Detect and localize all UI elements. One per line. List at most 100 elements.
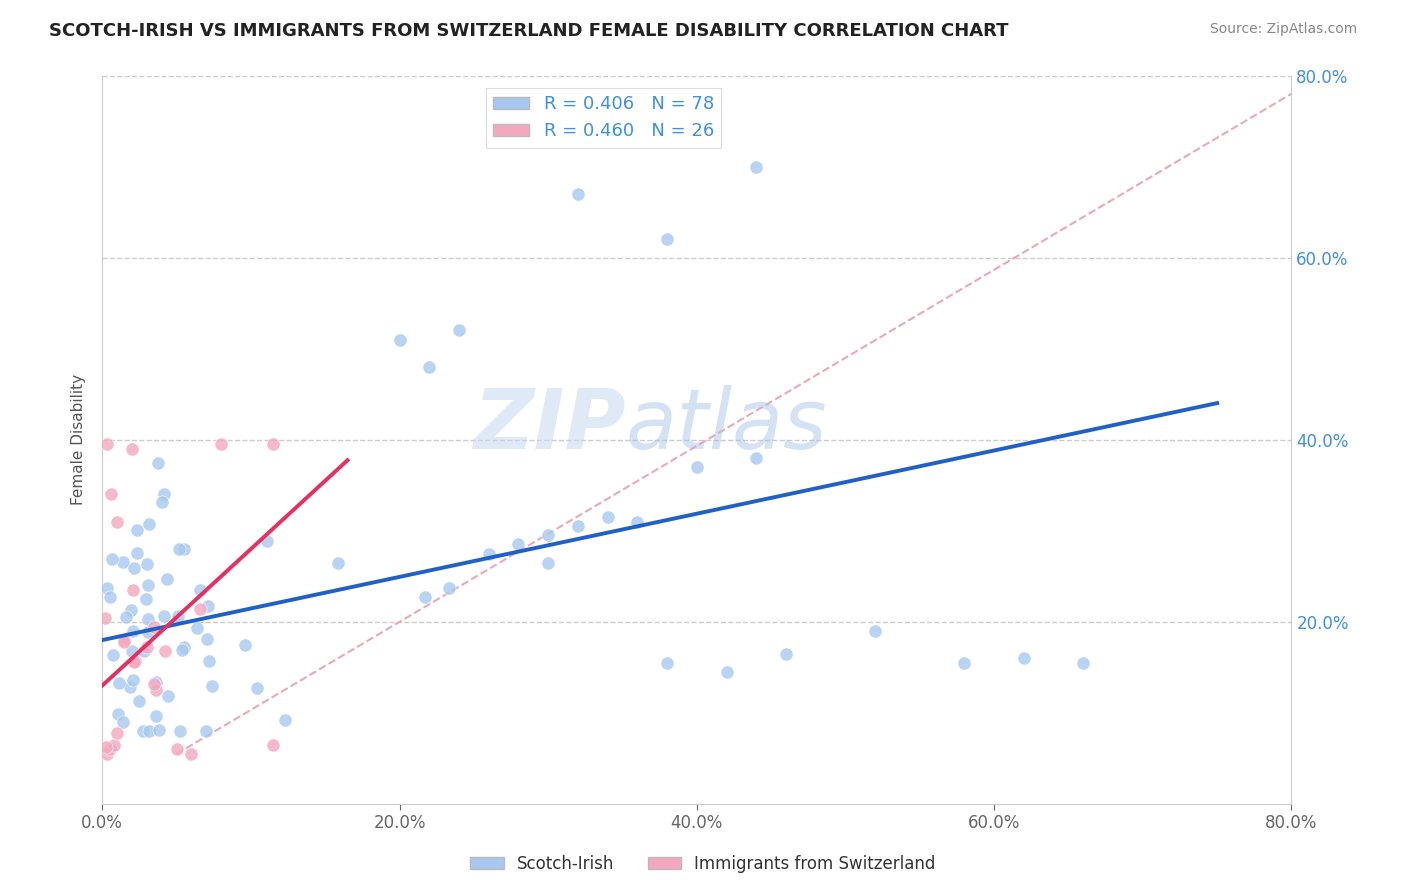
Point [112, 632, 135, 647]
Legend: Scotch-Irish, Immigrants from Switzerland: Scotch-Irish, Immigrants from Switzerlan… [464, 848, 942, 880]
Point [716, 665, 738, 679]
Point [153, 644, 176, 658]
Point [107, 676, 129, 690]
Point [112, 634, 135, 648]
Point [655, 232, 678, 246]
Point [188, 582, 211, 597]
Point [169, 724, 191, 739]
Point [169, 541, 191, 556]
Point [173, 542, 195, 557]
Point [112, 715, 135, 730]
Point [145, 709, 167, 723]
Point [98, 742, 121, 756]
Point [198, 654, 221, 668]
Point [107, 706, 129, 721]
Point [125, 546, 148, 560]
Point [262, 437, 284, 451]
Point [114, 610, 136, 624]
Text: atlas: atlas [626, 384, 827, 466]
Point [201, 679, 224, 693]
Point [567, 186, 589, 201]
Point [121, 644, 143, 658]
Y-axis label: Female Disability: Female Disability [72, 374, 86, 505]
Point [447, 323, 470, 337]
Point [155, 572, 177, 586]
Point [246, 681, 269, 695]
Point [121, 624, 143, 639]
Point [103, 738, 125, 752]
Point [596, 510, 619, 524]
Point [125, 523, 148, 537]
Point [145, 675, 167, 690]
Point [655, 656, 678, 670]
Point [262, 738, 284, 752]
Point [101, 551, 124, 566]
Point [195, 724, 218, 739]
Point [128, 694, 150, 708]
Point [146, 456, 169, 470]
Point [143, 620, 166, 634]
Point [508, 537, 530, 551]
Legend: R = 0.406   N = 78, R = 0.460   N = 26: R = 0.406 N = 78, R = 0.460 N = 26 [486, 88, 721, 148]
Point [153, 609, 176, 624]
Point [101, 648, 124, 663]
Point [96, 437, 118, 451]
Point [537, 556, 560, 570]
Point [150, 495, 173, 509]
Point [537, 528, 560, 542]
Point [136, 578, 159, 592]
Point [118, 680, 141, 694]
Point [567, 519, 589, 533]
Point [437, 581, 460, 595]
Point [686, 460, 709, 475]
Point [94, 611, 117, 625]
Point [418, 359, 440, 374]
Point [94, 739, 117, 754]
Point [172, 643, 194, 657]
Point [413, 591, 436, 605]
Point [148, 723, 170, 738]
Text: SCOTCH-IRISH VS IMMIGRANTS FROM SWITZERLAND FEMALE DISABILITY CORRELATION CHART: SCOTCH-IRISH VS IMMIGRANTS FROM SWITZERL… [49, 22, 1008, 40]
Text: Source: ZipAtlas.com: Source: ZipAtlas.com [1209, 22, 1357, 37]
Point [98, 591, 121, 605]
Point [145, 683, 167, 698]
Point [478, 547, 501, 561]
Point [1073, 656, 1095, 670]
Point [105, 515, 128, 529]
Point [166, 609, 188, 624]
Point [153, 487, 176, 501]
Point [121, 442, 143, 456]
Point [156, 689, 179, 703]
Point [136, 612, 159, 626]
Point [96, 581, 118, 595]
Point [209, 437, 232, 451]
Point [107, 726, 129, 740]
Point [197, 599, 219, 614]
Point [626, 515, 648, 529]
Text: ZIP: ZIP [472, 384, 626, 466]
Point [1012, 651, 1035, 665]
Point [142, 677, 165, 691]
Point [138, 724, 160, 739]
Point [135, 591, 157, 606]
Point [124, 654, 146, 668]
Point [188, 602, 211, 616]
Point [100, 487, 122, 501]
Point [745, 160, 768, 174]
Point [96, 747, 118, 761]
Point [326, 556, 349, 570]
Point [135, 640, 157, 655]
Point [132, 644, 155, 658]
Point [136, 558, 159, 572]
Point [173, 640, 195, 654]
Point [122, 560, 145, 574]
Point [112, 555, 135, 569]
Point [166, 742, 188, 756]
Point [122, 655, 145, 669]
Point [388, 333, 411, 347]
Point [195, 632, 218, 647]
Point [122, 582, 145, 597]
Point [745, 450, 768, 465]
Point [186, 621, 208, 635]
Point [136, 625, 159, 640]
